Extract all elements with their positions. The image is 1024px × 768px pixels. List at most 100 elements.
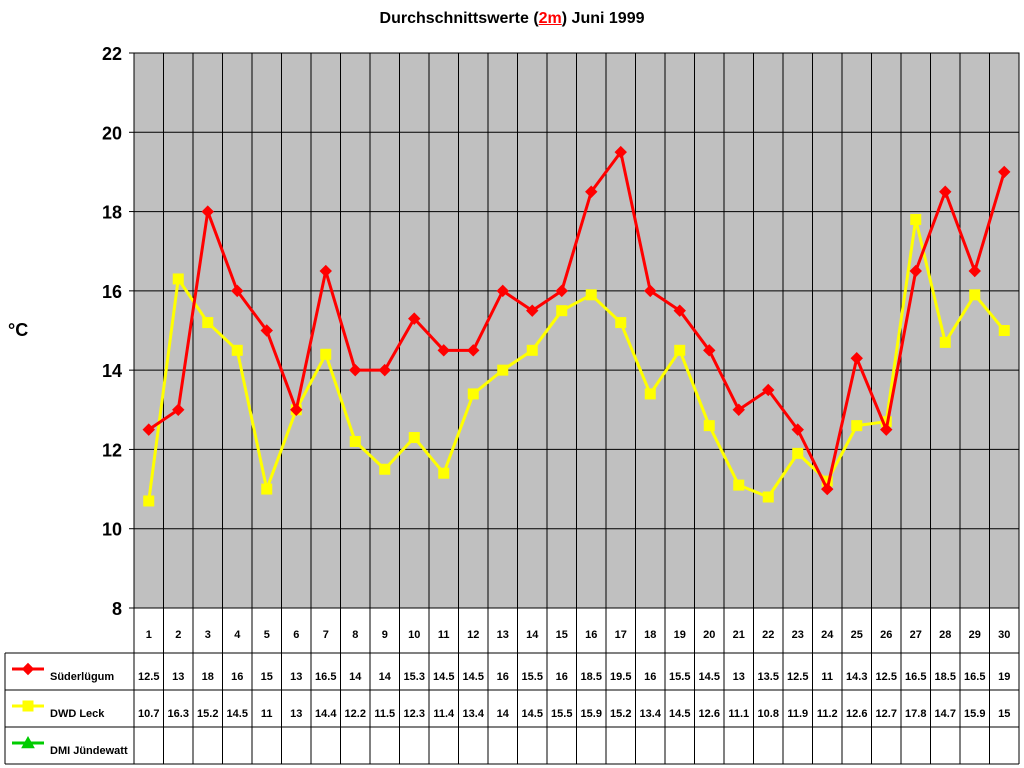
data-point-series-0 xyxy=(437,344,450,357)
data-table-value: 16.5 xyxy=(964,671,985,683)
x-tick-label: 18 xyxy=(644,629,656,641)
data-table-value: 11.9 xyxy=(787,708,808,720)
data-point-series-0 xyxy=(703,344,716,357)
data-table-value: 16 xyxy=(497,671,509,683)
data-point-series-0 xyxy=(585,185,598,198)
data-table-value: 12.7 xyxy=(876,708,897,720)
data-table-value: 11.2 xyxy=(817,708,838,720)
data-table-value: 14 xyxy=(379,671,392,683)
data-table-value: 13 xyxy=(733,671,745,683)
data-point-series-1 xyxy=(172,273,184,285)
data-table-value: 11.5 xyxy=(374,708,395,720)
data-table-value: 14.4 xyxy=(315,708,337,720)
data-table-value: 11.1 xyxy=(728,708,749,720)
data-point-series-1 xyxy=(792,447,804,459)
data-table-value: 11.4 xyxy=(433,708,455,720)
x-tick-label: 29 xyxy=(969,629,981,641)
chart-title: Durchschnittswerte (2m) Juni 1999 xyxy=(0,10,1024,28)
data-point-series-1 xyxy=(408,432,420,444)
data-point-series-0 xyxy=(644,284,657,298)
data-table-value: 17.8 xyxy=(905,708,926,720)
y-tick-label: 22 xyxy=(102,44,122,64)
data-point-series-0 xyxy=(791,423,804,436)
data-table-value: 14.5 xyxy=(699,671,720,683)
x-tick-label: 30 xyxy=(998,629,1010,641)
x-tick-label: 17 xyxy=(615,629,627,641)
data-table-value: 12.5 xyxy=(876,671,897,683)
data-point-series-0 xyxy=(408,312,421,325)
chart-title-part-1: Durchschnittswerte ( xyxy=(379,10,539,27)
x-tick-label: 12 xyxy=(467,629,479,641)
data-table-value: 12.5 xyxy=(787,671,808,683)
x-tick-label: 23 xyxy=(792,629,804,641)
data-table-value: 15 xyxy=(998,708,1010,720)
data-point-series-0 xyxy=(909,264,922,278)
data-table-value: 13.4 xyxy=(640,708,662,720)
data-point-series-0 xyxy=(526,304,539,317)
data-point-series-1 xyxy=(349,436,361,447)
x-tick-label: 6 xyxy=(293,629,299,641)
chart-title-part-3: ) Juni 1999 xyxy=(561,10,645,27)
x-tick-label: 19 xyxy=(674,629,686,641)
data-point-series-1 xyxy=(526,344,538,356)
data-point-series-1 xyxy=(998,325,1010,336)
x-tick-label: 10 xyxy=(408,629,420,641)
x-tick-label: 25 xyxy=(851,629,863,641)
x-tick-label: 8 xyxy=(352,629,358,641)
data-point-series-0 xyxy=(880,423,893,436)
data-table-value: 15.9 xyxy=(964,708,985,720)
data-table-value: 16 xyxy=(556,671,568,683)
legend-marker xyxy=(22,700,34,712)
data-table-value: 16 xyxy=(644,671,656,683)
data-point-series-1 xyxy=(585,289,597,301)
data-table-value: 12.6 xyxy=(699,708,720,720)
data-table-value: 15.9 xyxy=(581,708,602,720)
data-point-series-1 xyxy=(939,336,951,348)
data-point-series-1 xyxy=(969,289,981,301)
data-table-value: 14.5 xyxy=(669,708,690,720)
data-point-series-0 xyxy=(555,284,568,298)
data-table-value: 11 xyxy=(261,708,273,720)
data-point-series-1 xyxy=(733,479,745,491)
data-point-series-1 xyxy=(910,214,922,225)
data-table-value: 16.5 xyxy=(315,671,336,683)
x-tick-label: 22 xyxy=(762,629,774,641)
data-point-series-0 xyxy=(290,403,303,416)
data-point-series-1 xyxy=(320,348,332,360)
data-table-value: 12.2 xyxy=(345,708,366,720)
data-table-value: 13 xyxy=(172,671,184,683)
data-point-series-1 xyxy=(261,483,273,495)
x-tick-label: 16 xyxy=(585,629,597,641)
data-point-series-0 xyxy=(378,363,391,377)
data-table-value: 12.3 xyxy=(404,708,425,720)
data-point-series-0 xyxy=(821,482,834,496)
y-tick-label: 14 xyxy=(102,361,122,381)
x-tick-label: 13 xyxy=(497,629,509,641)
data-point-series-0 xyxy=(260,324,273,337)
data-table-value: 14.5 xyxy=(463,671,484,683)
y-tick-label: 16 xyxy=(102,282,122,302)
data-table-value: 13.4 xyxy=(463,708,485,720)
x-tick-label: 9 xyxy=(382,629,388,641)
data-table-value: 15.2 xyxy=(610,708,631,720)
data-table-value: 13 xyxy=(290,708,302,720)
data-point-series-1 xyxy=(202,317,214,329)
data-table-value: 14.5 xyxy=(522,708,543,720)
data-table-value: 15.5 xyxy=(522,671,543,683)
data-point-series-0 xyxy=(349,363,362,377)
data-table-value: 10.7 xyxy=(138,708,159,720)
x-tick-label: 5 xyxy=(264,629,270,641)
data-table-value: 13.5 xyxy=(758,671,779,683)
data-point-series-0 xyxy=(998,165,1011,179)
series-line-0 xyxy=(147,150,1006,491)
data-point-series-0 xyxy=(673,304,686,317)
data-point-series-0 xyxy=(614,145,627,159)
data-table-value: 19 xyxy=(998,671,1010,683)
legend-label: DWD Leck xyxy=(50,708,105,720)
data-point-series-1 xyxy=(762,491,774,503)
data-point-series-0 xyxy=(968,264,981,278)
x-tick-label: 28 xyxy=(939,629,951,641)
data-point-series-0 xyxy=(172,403,185,416)
